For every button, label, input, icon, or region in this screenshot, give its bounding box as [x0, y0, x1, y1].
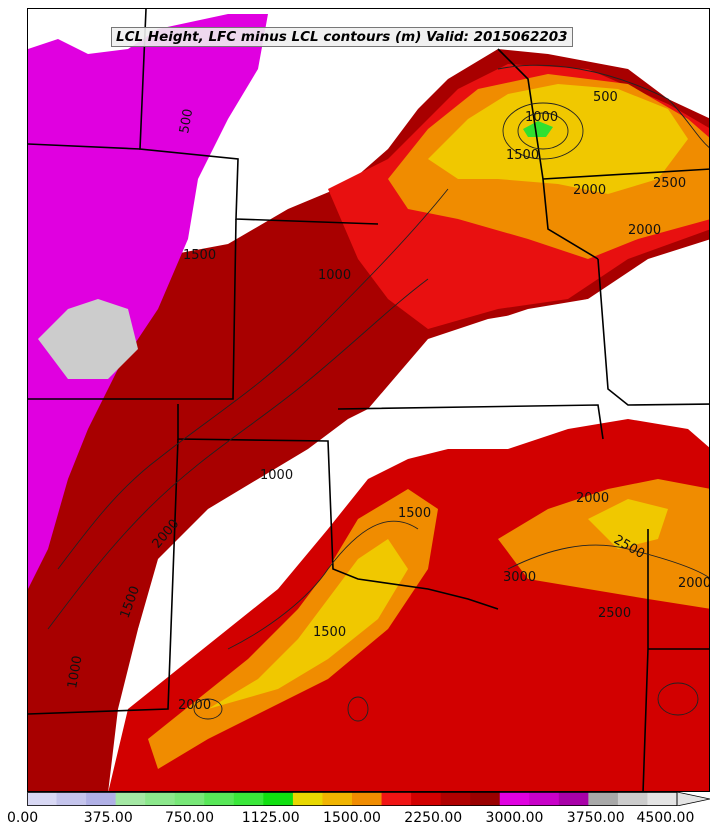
- colorbar-swatch: [381, 792, 412, 806]
- colorbar-tick-label: 750.00: [165, 810, 214, 826]
- colorbar-swatch: [588, 792, 619, 806]
- colorbar-swatch: [233, 792, 264, 806]
- contour-label: 1500: [398, 506, 431, 521]
- lcl-field-gray: [38, 299, 138, 379]
- colorbar-tick-label: 375.00: [83, 810, 133, 826]
- contour-label: 1000: [525, 110, 558, 125]
- contour-label: 2500: [653, 176, 686, 191]
- colorbar-swatch: [27, 792, 58, 806]
- colorbar-swatch: [529, 792, 560, 806]
- lcl-field-green: [523, 121, 553, 137]
- colorbar-swatch: [558, 792, 589, 806]
- lcl-field-yellow: [428, 84, 688, 194]
- colorbar-tick-label: 1500.00: [323, 810, 381, 826]
- contour-label: 2000: [178, 698, 211, 713]
- colorbar-swatch: [617, 792, 648, 806]
- colorbar-swatch: [86, 792, 117, 806]
- colorbar-swatch: [647, 792, 678, 806]
- colorbar: [27, 792, 710, 806]
- contour-label: 2000: [573, 183, 606, 198]
- contour-label: 2000: [678, 576, 710, 591]
- lfc-contours: [47, 64, 709, 722]
- colorbar-tick-label: 4500.00: [636, 810, 695, 826]
- contour-label: 2000: [628, 223, 661, 238]
- colorbar-swatch: [115, 792, 146, 806]
- colorbar-swatch: [174, 792, 205, 806]
- colorbar-swatch: [292, 792, 323, 806]
- state-boundaries: [28, 9, 709, 791]
- contour-label: 3000: [503, 570, 536, 585]
- colorbar-swatch: [411, 792, 442, 806]
- contour-label: 1000: [318, 268, 351, 283]
- colorbar-extend-arrow: [676, 792, 710, 806]
- colorbar-tick-label: 3000.00: [485, 810, 544, 826]
- colorbar-tick-label: 0.00: [7, 810, 39, 826]
- colorbar-tick-label: 2250.00: [404, 810, 463, 826]
- colorbar-tick-label: 3750.00: [566, 810, 625, 826]
- colorbar-outline: [27, 792, 678, 806]
- map-title: LCL Height, LFC minus LCL contours (m) V…: [111, 27, 573, 47]
- contour-label: 1500: [313, 625, 346, 640]
- colorbar-swatch: [145, 792, 176, 806]
- colorbar-swatch: [352, 792, 383, 806]
- contour-label: 2000: [576, 491, 609, 506]
- colorbar-swatch: [322, 792, 353, 806]
- contour-label: 1500: [506, 148, 539, 163]
- contour-label: 1500: [183, 248, 216, 263]
- contour-label: 2500: [598, 606, 631, 621]
- lcl-field-magenta: [28, 14, 268, 589]
- map-panel: 500 1000 1500 2000 2500 1000 1500 2000 2…: [27, 8, 710, 792]
- colorbar-swatch: [440, 792, 471, 806]
- contour-label: 1000: [65, 654, 86, 689]
- colorbar-tick-label: 1125.00: [241, 810, 300, 826]
- map-canvas: 500 1000 1500 2000 2500 1000 1500 2000 2…: [28, 9, 710, 791]
- contour-label: 500: [177, 108, 196, 135]
- colorbar-swatch: [499, 792, 530, 806]
- lcl-field-south-yellow: [208, 539, 408, 709]
- colorbar-swatch: [470, 792, 501, 806]
- colorbar-swatch: [204, 792, 235, 806]
- colorbar-swatch: [263, 792, 294, 806]
- lcl-field-white: [138, 269, 709, 669]
- contour-label: 1000: [260, 468, 293, 483]
- colorbar-swatch: [56, 792, 87, 806]
- contour-label: 500: [593, 90, 618, 105]
